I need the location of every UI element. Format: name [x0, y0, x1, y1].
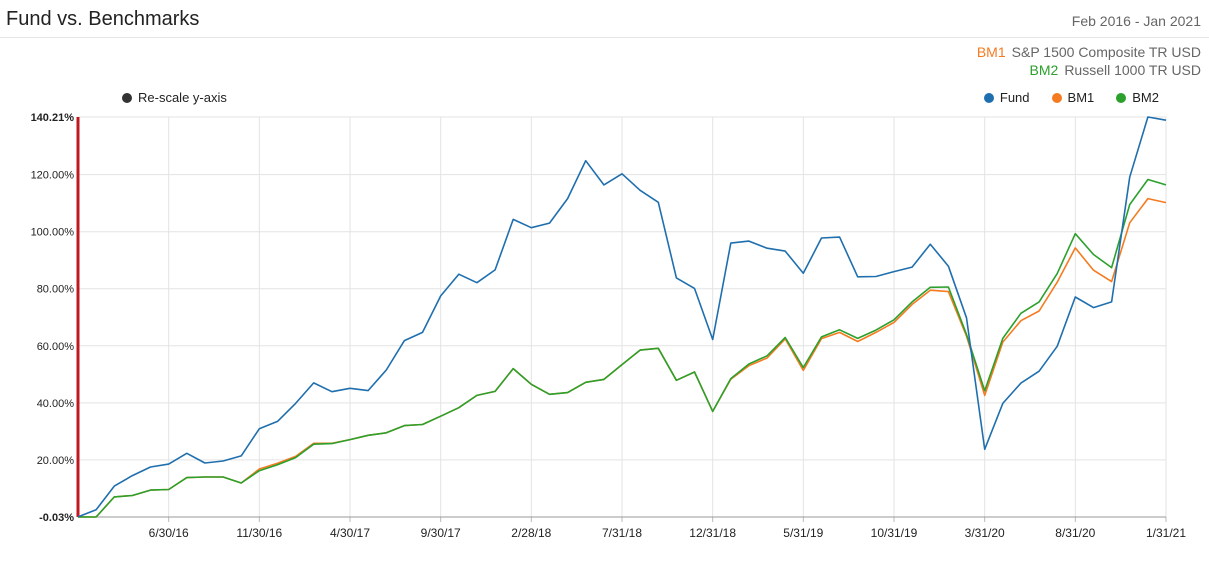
date-range: Feb 2016 - Jan 2021 — [1071, 13, 1201, 29]
y-tick-label: -0.03% — [39, 512, 74, 524]
y-tick-label: 80.00% — [37, 284, 75, 296]
y-tick-label: 20.00% — [37, 455, 75, 467]
bm2-tag: BM2 — [1029, 62, 1059, 78]
legend-item-fund[interactable]: Fund — [983, 90, 1030, 105]
rescale-y-axis-toggle[interactable]: Re-scale y-axis — [122, 90, 227, 105]
x-tick-label: 12/31/18 — [689, 526, 736, 540]
legend-bm1-dot-icon — [1051, 92, 1062, 103]
x-tick-label: 11/30/16 — [236, 526, 282, 540]
legend-fund-label: Fund — [999, 90, 1030, 105]
rescale-dot-icon — [122, 92, 132, 103]
series-line-bm2 — [77, 178, 1167, 518]
bm1-name: S&P 1500 Composite TR USD — [1011, 44, 1201, 60]
x-tick-label: 8/31/20 — [1055, 526, 1095, 540]
x-tick-label: 1/31/21 — [1146, 526, 1186, 540]
legend-bm1-label: BM1 — [1067, 90, 1095, 105]
x-tick-label: 2/28/18 — [511, 526, 551, 540]
y-tick-label: 140.21% — [31, 112, 75, 124]
x-tick-label: 6/30/16 — [149, 526, 189, 540]
y-tick-label: 40.00% — [37, 398, 75, 410]
y-tick-label: 60.00% — [37, 341, 75, 353]
header-divider — [0, 37, 1209, 38]
legend-item-bm2[interactable]: BM2 — [1116, 90, 1159, 105]
series-line-fund — [77, 116, 1167, 518]
bm1-tag: BM1 — [976, 44, 1006, 60]
legend-item-bm1[interactable]: BM1 — [1051, 90, 1095, 105]
x-tick-label: 10/31/19 — [871, 526, 918, 540]
benchmark-key-bm1: BM1 S&P 1500 Composite TR USD — [977, 44, 1201, 60]
legend-bm2-label: BM2 — [1132, 90, 1159, 105]
legend-fund-dot-icon — [983, 92, 994, 103]
chart-legend: Fund BM1 BM2 — [962, 90, 1159, 105]
x-tick-label: 7/31/18 — [602, 526, 642, 540]
y-tick-label: 100.00% — [31, 227, 75, 239]
x-tick-label: 9/30/17 — [421, 526, 461, 540]
benchmark-key-bm2: BM2 Russell 1000 TR USD — [1030, 62, 1201, 78]
bm2-name: Russell 1000 TR USD — [1064, 62, 1201, 78]
legend-bm2-dot-icon — [1116, 92, 1127, 103]
chart-title: Fund vs. Benchmarks — [6, 8, 200, 30]
rescale-label: Re-scale y-axis — [138, 90, 227, 105]
x-tick-label: 5/31/19 — [783, 526, 823, 540]
x-tick-label: 3/31/20 — [965, 526, 1005, 540]
y-tick-label: 120.00% — [31, 170, 75, 182]
x-tick-label: 4/30/17 — [330, 526, 370, 540]
